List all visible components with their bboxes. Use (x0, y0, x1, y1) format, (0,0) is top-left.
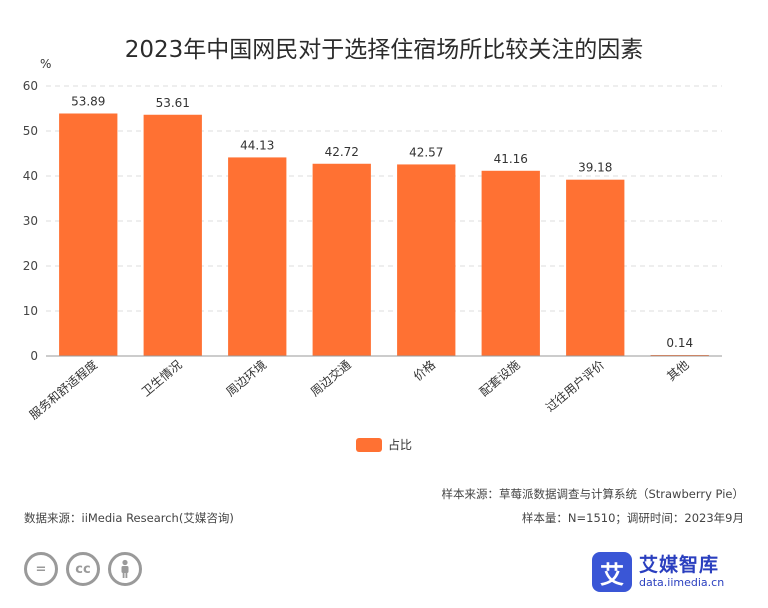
x-tick-label-6: 过往用户评价 (542, 357, 607, 415)
legend-label: 占比 (388, 438, 413, 452)
bar-value-label-4: 42.57 (409, 145, 443, 159)
sample-size-note: 样本量：N=1510；调研时间：2023年9月 (521, 511, 744, 525)
bar-5 (481, 170, 540, 356)
y-tick-label-60: 60 (23, 79, 38, 93)
bar-value-label-3: 42.72 (325, 145, 359, 159)
sample-source-note: 样本来源：草莓派数据调查与计算系统（Strawberry Pie） (441, 487, 744, 501)
bar-value-label-2: 44.13 (240, 138, 274, 152)
bar-value-label-1: 53.61 (156, 96, 190, 110)
bar-6 (566, 179, 625, 356)
noderivs-icon: = (24, 552, 58, 586)
bar-1 (143, 114, 202, 356)
legend: 占比 (356, 436, 412, 453)
data-source-note: 数据来源：iiMedia Research(艾媒咨询) (24, 511, 234, 525)
y-tick-label-30: 30 (23, 214, 38, 228)
x-tick-label-1: 卫生情况 (139, 358, 185, 400)
brand: 艾 艾媒智库 data.iimedia.cn (592, 552, 724, 592)
y-tick-label-0: 0 (30, 349, 38, 363)
chart-title: 2023年中国网民对于选择住宿场所比较关注的因素 (124, 37, 644, 63)
y-tick-label-20: 20 (23, 259, 38, 273)
legend-swatch (356, 437, 382, 452)
x-tick-label-3: 周边交通 (307, 357, 353, 399)
bar-4 (397, 164, 456, 356)
x-tick-label-2: 周边环境 (223, 357, 269, 399)
bar-chart: % 0 10 20 30 40 50 60 53.89 服务和舒适程度 53.61 卫生情况 44.13… (23, 57, 722, 422)
x-tick-label-4: 价格 (410, 357, 438, 384)
bar-0 (59, 113, 118, 357)
bar-value-label-5: 41.16 (494, 152, 528, 166)
y-unit-label: % (40, 57, 51, 71)
x-tick-label-0: 服务和舒适程度 (26, 357, 100, 422)
bar-value-label-6: 39.18 (578, 161, 612, 175)
bar-value-label-0: 53.89 (71, 94, 105, 108)
bar-value-label-7: 0.14 (666, 336, 693, 350)
bar-2 (228, 157, 287, 356)
brand-logo: 艾 (592, 552, 632, 592)
bar-3 (312, 163, 371, 356)
y-tick-label-10: 10 (23, 304, 38, 318)
cc-icon: cc (66, 552, 100, 586)
y-tick-label-40: 40 (23, 169, 38, 183)
y-tick-label-50: 50 (23, 124, 38, 138)
x-tick-label-7: 其他 (664, 358, 691, 384)
x-tick-label-5: 配套设施 (477, 358, 523, 400)
brand-url: data.iimedia.cn (639, 576, 725, 589)
license-icons: = cc (24, 552, 142, 586)
attribution-person-icon (108, 552, 142, 586)
brand-name: 艾媒智库 (639, 554, 720, 576)
